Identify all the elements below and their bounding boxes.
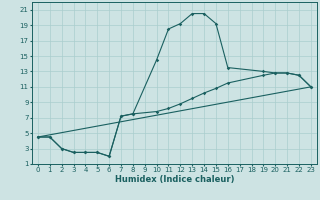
X-axis label: Humidex (Indice chaleur): Humidex (Indice chaleur)	[115, 175, 234, 184]
